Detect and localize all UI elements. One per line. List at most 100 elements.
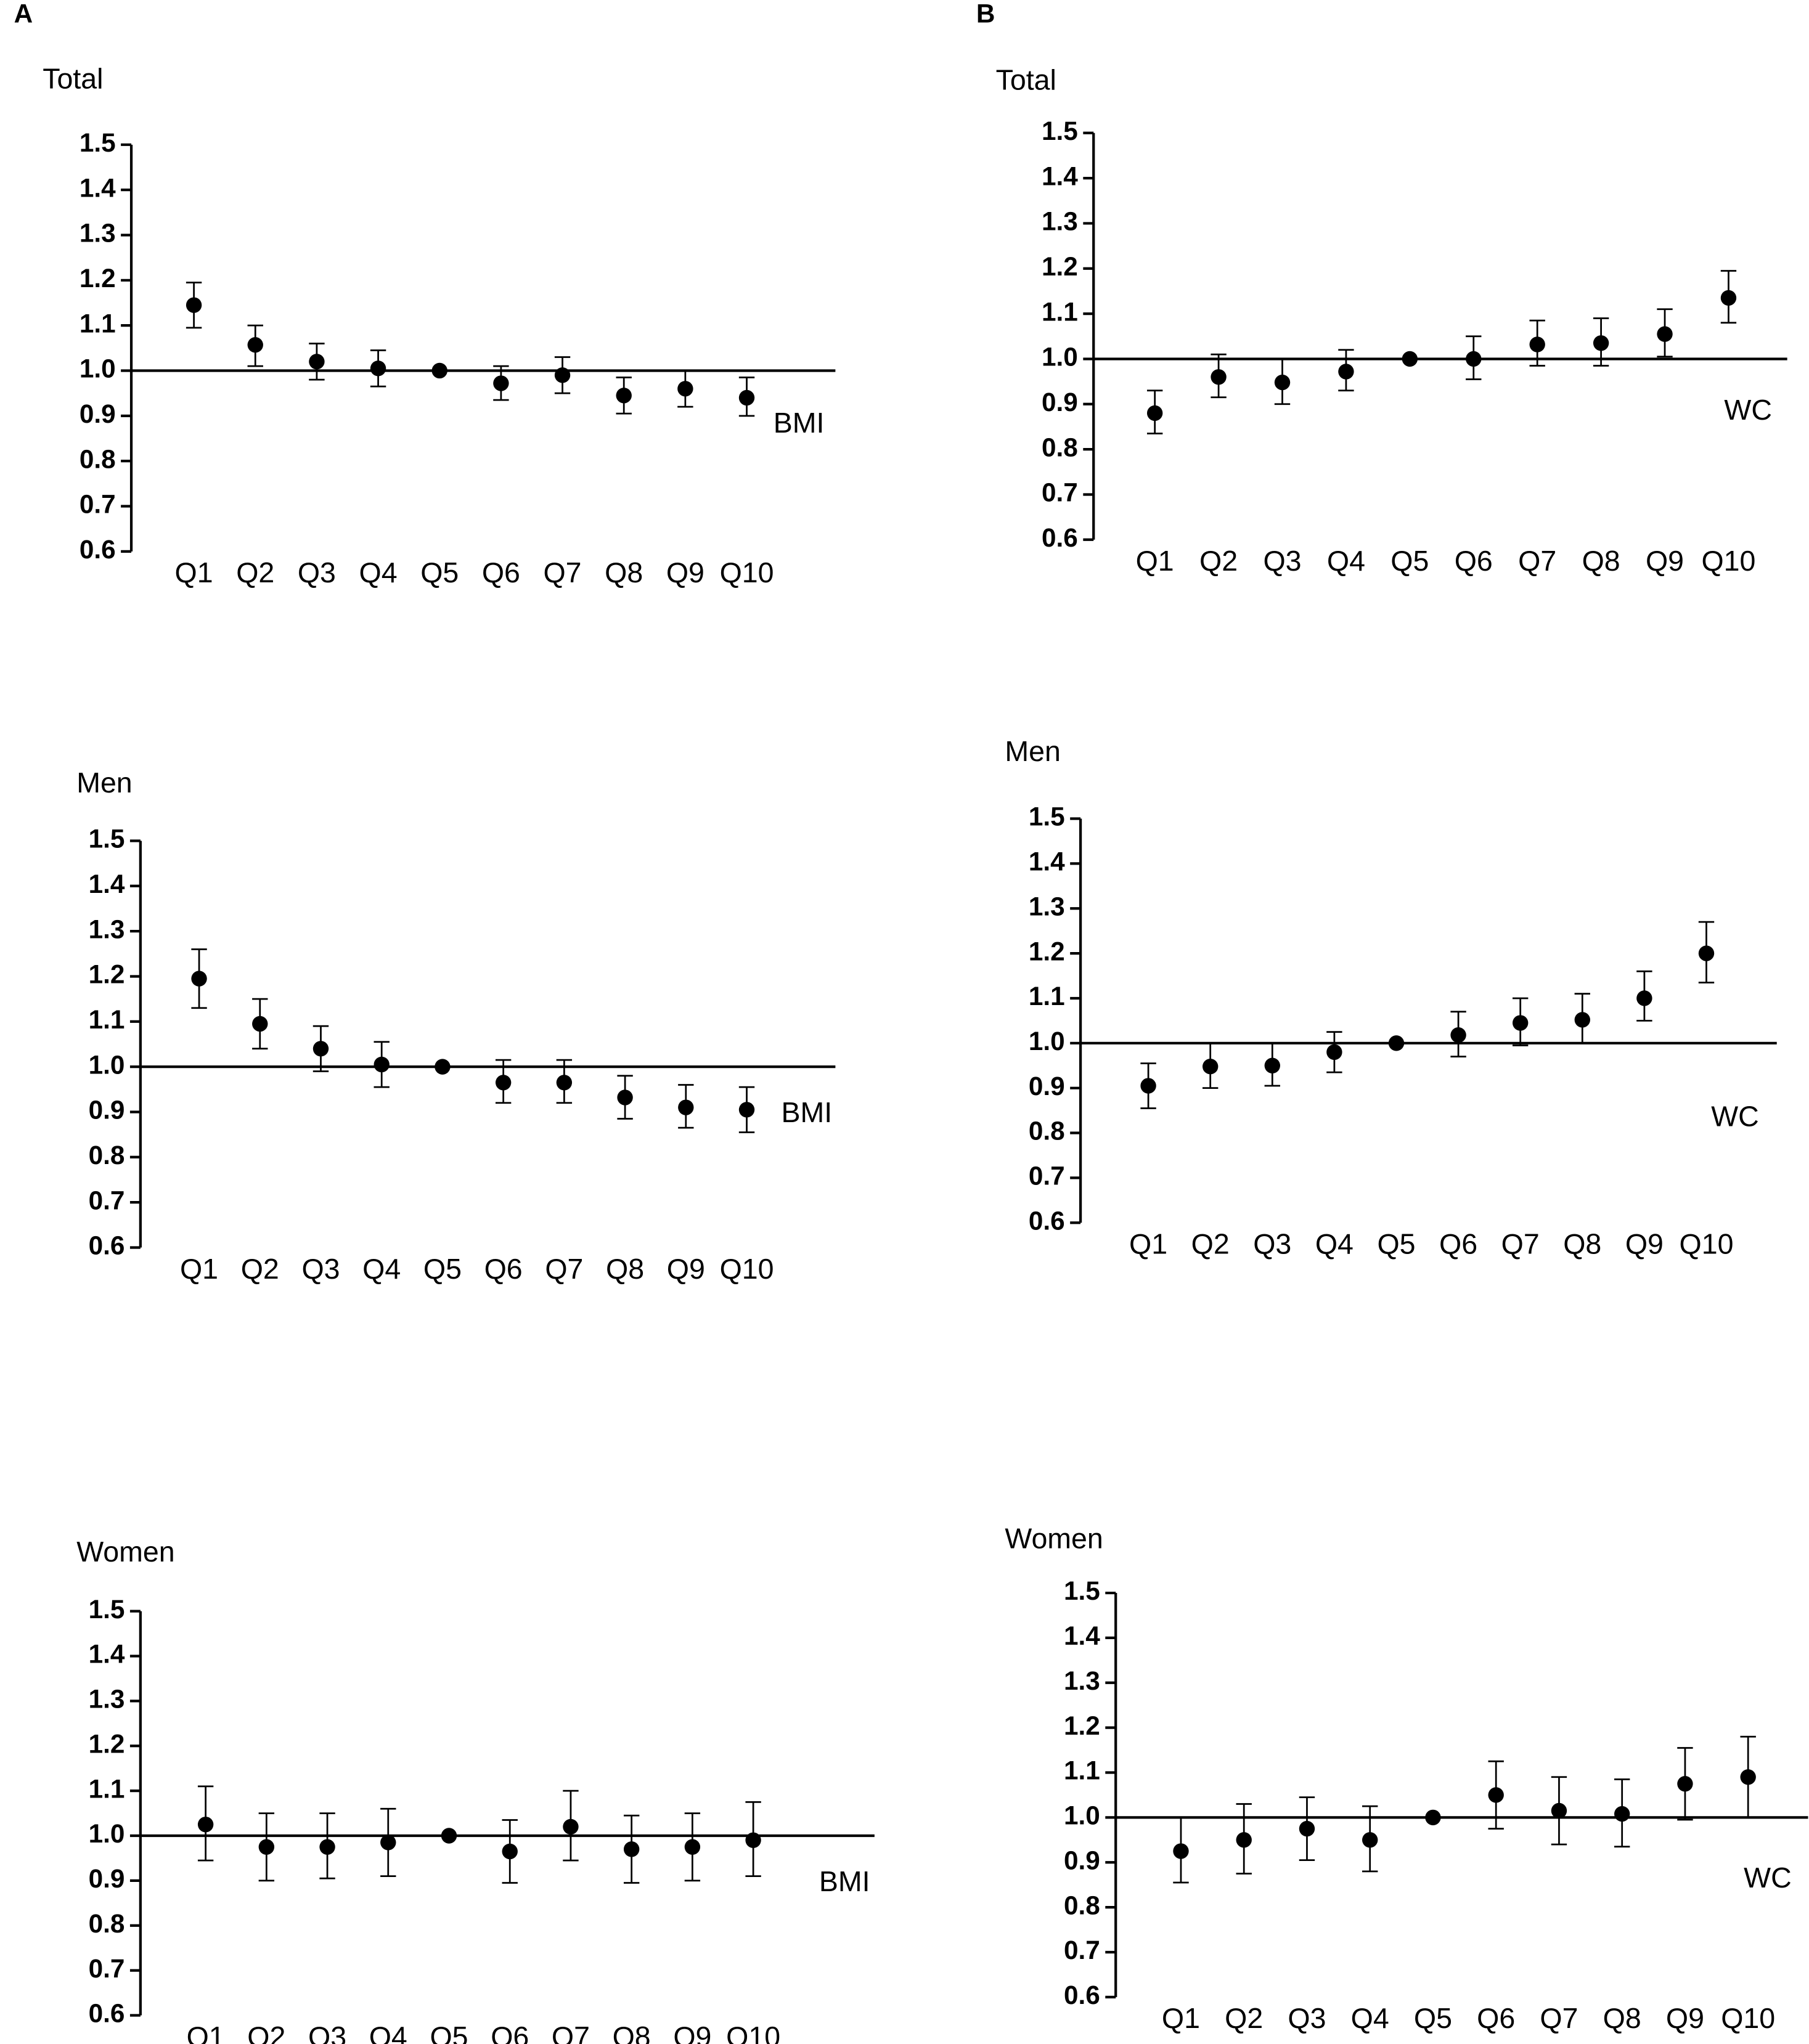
x-tick-label: Q2 <box>1199 545 1238 577</box>
x-tick-label: Q8 <box>605 556 643 588</box>
point <box>1338 364 1354 380</box>
x-tick-label: Q5 <box>423 1253 462 1285</box>
y-tick-label: 0.9 <box>1029 1072 1065 1101</box>
y-tick-label: 1.3 <box>1029 892 1065 921</box>
point <box>678 1099 694 1115</box>
x-tick-label: Q8 <box>613 2021 651 2044</box>
x-tick-label: Q6 <box>1439 1228 1477 1260</box>
x-tick-label: Q5 <box>430 2021 468 2044</box>
y-tick-label: 1.3 <box>89 914 125 943</box>
y-tick-label: 1.3 <box>89 1685 125 1714</box>
y-tick-label: 1.5 <box>1064 1576 1100 1605</box>
x-tick-label: Q1 <box>187 2021 225 2044</box>
y-tick-label: 1.5 <box>80 128 116 157</box>
y-tick-label: 1.1 <box>1029 982 1065 1011</box>
x-tick-label: Q9 <box>673 2021 711 2044</box>
x-tick-label: Q8 <box>1582 545 1620 577</box>
point <box>1402 351 1418 367</box>
point <box>502 1843 518 1860</box>
point <box>435 1059 451 1075</box>
y-tick-label: 1.4 <box>1042 161 1078 190</box>
point <box>370 360 386 377</box>
point <box>1698 945 1715 961</box>
x-tick-label: Q8 <box>606 1253 644 1285</box>
chart-title: Women <box>76 1536 174 1568</box>
y-tick-label: 1.1 <box>89 1005 125 1034</box>
y-tick-label: 1.5 <box>1029 802 1065 831</box>
x-tick-label: Q9 <box>1646 545 1684 577</box>
y-tick-label: 1.2 <box>80 264 116 293</box>
point <box>1574 1012 1590 1028</box>
point <box>191 971 207 987</box>
point <box>380 1834 396 1851</box>
y-tick-label: 1.4 <box>80 173 116 202</box>
point <box>1614 1806 1630 1822</box>
y-tick-label: 1.3 <box>1042 207 1078 236</box>
y-tick-label: 0.6 <box>1042 523 1078 552</box>
x-tick-label: Q10 <box>726 2021 780 2044</box>
point <box>623 1841 640 1857</box>
x-tick-label: Q2 <box>236 556 274 588</box>
y-tick-label: 0.8 <box>1064 1891 1100 1920</box>
point <box>1636 990 1652 1006</box>
point <box>374 1056 390 1073</box>
chart-title: Men <box>76 767 133 799</box>
y-tick-label: 1.4 <box>1029 847 1065 876</box>
x-tick-label: Q2 <box>247 2021 285 2044</box>
x-tick-label: Q6 <box>491 2021 529 2044</box>
x-tick-label: Q2 <box>1225 2002 1263 2034</box>
y-tick-label: 0.7 <box>80 490 116 519</box>
y-tick-label: 1.1 <box>89 1774 125 1803</box>
y-tick-label: 0.7 <box>1029 1162 1065 1191</box>
point <box>563 1818 579 1835</box>
x-tick-label: Q8 <box>1563 1228 1601 1260</box>
x-tick-label: Q3 <box>1263 545 1301 577</box>
y-tick-label: 0.7 <box>1042 478 1078 507</box>
x-tick-label: Q5 <box>1390 545 1429 577</box>
y-tick-label: 1.0 <box>89 1819 125 1848</box>
point <box>1529 336 1545 352</box>
x-tick-label: Q4 <box>1315 1228 1354 1260</box>
y-tick-label: 0.7 <box>89 1186 125 1215</box>
panel-label: A <box>14 0 33 28</box>
point <box>309 354 325 370</box>
point <box>1236 1832 1252 1848</box>
y-tick-label: 0.8 <box>1029 1117 1065 1146</box>
x-tick-label: Q7 <box>1540 2002 1578 2034</box>
point <box>1740 1769 1756 1785</box>
point <box>1264 1057 1280 1073</box>
y-tick-label: 1.2 <box>89 1729 125 1758</box>
point <box>677 381 693 397</box>
point <box>319 1839 335 1855</box>
x-tick-label: Q5 <box>1377 1228 1415 1260</box>
x-tick-label: Q7 <box>1501 1228 1540 1260</box>
x-tick-label: Q7 <box>544 556 582 588</box>
annotation: WC <box>1724 394 1772 426</box>
x-tick-label: Q7 <box>552 2021 590 2044</box>
y-tick-label: 0.6 <box>89 1231 125 1260</box>
x-tick-label: Q4 <box>362 1253 401 1285</box>
point <box>617 1089 633 1105</box>
x-tick-label: Q5 <box>420 556 459 588</box>
y-tick-label: 0.6 <box>80 535 116 564</box>
point <box>197 1817 214 1833</box>
chart-title: Women <box>1005 1523 1103 1555</box>
point <box>1299 1820 1315 1837</box>
x-tick-label: Q10 <box>1680 1228 1734 1260</box>
point <box>258 1839 275 1855</box>
x-tick-label: Q7 <box>1518 545 1556 577</box>
y-tick-label: 0.9 <box>1064 1846 1100 1875</box>
y-tick-label: 1.1 <box>1042 297 1078 326</box>
point <box>252 1016 268 1032</box>
point <box>247 336 263 353</box>
point <box>738 1102 755 1118</box>
x-tick-label: Q1 <box>1136 545 1174 577</box>
point <box>1512 1015 1529 1031</box>
chart-title: Men <box>1005 735 1061 767</box>
y-tick-label: 1.4 <box>1064 1621 1100 1650</box>
point <box>1211 369 1227 385</box>
point <box>1657 326 1673 342</box>
x-tick-label: Q1 <box>180 1253 218 1285</box>
point <box>186 297 202 313</box>
